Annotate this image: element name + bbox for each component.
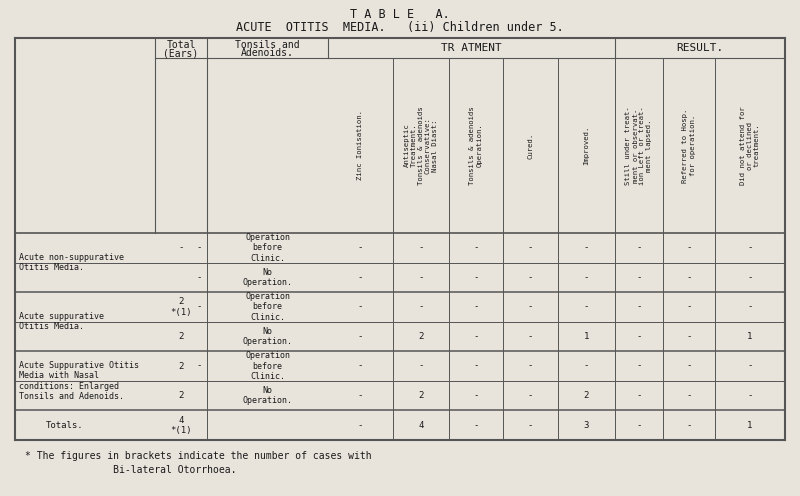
Text: 2: 2 <box>178 362 184 371</box>
Text: -: - <box>686 421 692 430</box>
Text: 3: 3 <box>584 421 589 430</box>
Text: Zinc Ionisation.: Zinc Ionisation. <box>358 111 363 181</box>
Text: -: - <box>178 243 184 252</box>
Text: -: - <box>474 303 478 311</box>
Text: -: - <box>528 391 533 400</box>
Text: 2: 2 <box>178 332 184 341</box>
Text: Cured.: Cured. <box>527 132 534 159</box>
Text: -: - <box>358 362 363 371</box>
Text: -: - <box>196 303 202 311</box>
Text: Acute non-suppurative
Otitis Media.: Acute non-suppurative Otitis Media. <box>19 253 124 272</box>
Text: -: - <box>747 303 753 311</box>
Text: -: - <box>358 273 363 282</box>
Text: -: - <box>636 243 642 252</box>
Text: -: - <box>636 391 642 400</box>
Text: -: - <box>418 303 424 311</box>
Text: -: - <box>747 273 753 282</box>
Text: -: - <box>358 303 363 311</box>
Text: * The figures in brackets indicate the number of cases with: * The figures in brackets indicate the n… <box>25 451 372 461</box>
Text: -: - <box>636 421 642 430</box>
Text: 2: 2 <box>178 391 184 400</box>
Text: Improved.: Improved. <box>583 126 590 165</box>
Text: 2: 2 <box>584 391 589 400</box>
Text: -: - <box>474 332 478 341</box>
Text: -: - <box>528 303 533 311</box>
Text: -: - <box>636 273 642 282</box>
Text: Did not attend for
or declined
treatment.: Did not attend for or declined treatment… <box>740 106 760 185</box>
Text: -: - <box>584 362 589 371</box>
Text: -: - <box>686 303 692 311</box>
Text: -: - <box>196 273 202 282</box>
Text: -: - <box>747 391 753 400</box>
Text: (Ears): (Ears) <box>163 48 198 58</box>
Text: -: - <box>358 421 363 430</box>
Text: -: - <box>474 421 478 430</box>
Text: -: - <box>196 243 202 252</box>
Text: -: - <box>418 362 424 371</box>
Text: -: - <box>686 273 692 282</box>
Text: ACUTE  OTITIS  MEDIA.   (ii) Children under 5.: ACUTE OTITIS MEDIA. (ii) Children under … <box>236 20 564 34</box>
Text: -: - <box>528 273 533 282</box>
Text: 1: 1 <box>747 421 753 430</box>
Text: -: - <box>528 243 533 252</box>
Text: -: - <box>528 362 533 371</box>
Text: Acute suppurative
Otitis Media.: Acute suppurative Otitis Media. <box>19 312 104 331</box>
Text: -: - <box>686 391 692 400</box>
Text: 2
*(1): 2 *(1) <box>170 297 192 316</box>
Text: -: - <box>474 362 478 371</box>
Text: -: - <box>686 243 692 252</box>
Text: Total: Total <box>166 40 196 50</box>
Text: -: - <box>358 332 363 341</box>
Text: -: - <box>474 391 478 400</box>
Text: Antiseptic
Treatment.
Tonsils & adenoids
Conservative:
Nasal Diast:: Antiseptic Treatment. Tonsils & adenoids… <box>404 106 438 185</box>
Text: 1: 1 <box>584 332 589 341</box>
Text: No
Operation.: No Operation. <box>242 327 293 346</box>
Text: -: - <box>636 303 642 311</box>
Text: Tonsils and: Tonsils and <box>235 40 300 50</box>
Text: 4: 4 <box>418 421 424 430</box>
Text: Operation
before
Clinic.: Operation before Clinic. <box>245 292 290 322</box>
Text: RESULT.: RESULT. <box>676 43 724 53</box>
Text: -: - <box>528 421 533 430</box>
Text: -: - <box>584 303 589 311</box>
Text: -: - <box>686 362 692 371</box>
Text: No
Operation.: No Operation. <box>242 268 293 287</box>
Text: -: - <box>196 362 202 371</box>
Text: No
Operation.: No Operation. <box>242 386 293 405</box>
Text: 1: 1 <box>747 332 753 341</box>
Text: -: - <box>686 332 692 341</box>
Text: -: - <box>747 362 753 371</box>
Text: -: - <box>528 332 533 341</box>
Text: -: - <box>747 243 753 252</box>
Text: -: - <box>358 243 363 252</box>
Text: -: - <box>636 332 642 341</box>
Text: -: - <box>474 273 478 282</box>
Text: T A B L E   A.: T A B L E A. <box>350 7 450 20</box>
Text: -: - <box>636 362 642 371</box>
Text: -: - <box>584 243 589 252</box>
Text: 4
*(1): 4 *(1) <box>170 416 192 435</box>
Text: Operation
before
Clinic.: Operation before Clinic. <box>245 233 290 263</box>
Text: Bi-lateral Otorrhoea.: Bi-lateral Otorrhoea. <box>25 465 237 475</box>
Text: -: - <box>418 273 424 282</box>
Text: -: - <box>584 273 589 282</box>
Text: -: - <box>418 243 424 252</box>
Text: 2: 2 <box>418 391 424 400</box>
Text: Referred to Hosp.
for operation.: Referred to Hosp. for operation. <box>682 108 695 183</box>
Text: TR ATMENT: TR ATMENT <box>441 43 502 53</box>
Text: Totals.: Totals. <box>46 421 84 430</box>
Text: Still under treat-
ment or observat-
ion Left or treat-
ment lapsed.: Still under treat- ment or observat- ion… <box>626 106 653 185</box>
Text: Acute Suppurative Otitis
Media with Nasal
conditions: Enlarged
Tonsils and Adeno: Acute Suppurative Otitis Media with Nasa… <box>19 361 139 401</box>
Text: Tonsils & adenoids
Operation.: Tonsils & adenoids Operation. <box>470 106 482 185</box>
Text: -: - <box>358 391 363 400</box>
Text: Operation
before
Clinic.: Operation before Clinic. <box>245 351 290 381</box>
Text: Adenoids.: Adenoids. <box>241 48 294 58</box>
Text: -: - <box>474 243 478 252</box>
Text: 2: 2 <box>418 332 424 341</box>
